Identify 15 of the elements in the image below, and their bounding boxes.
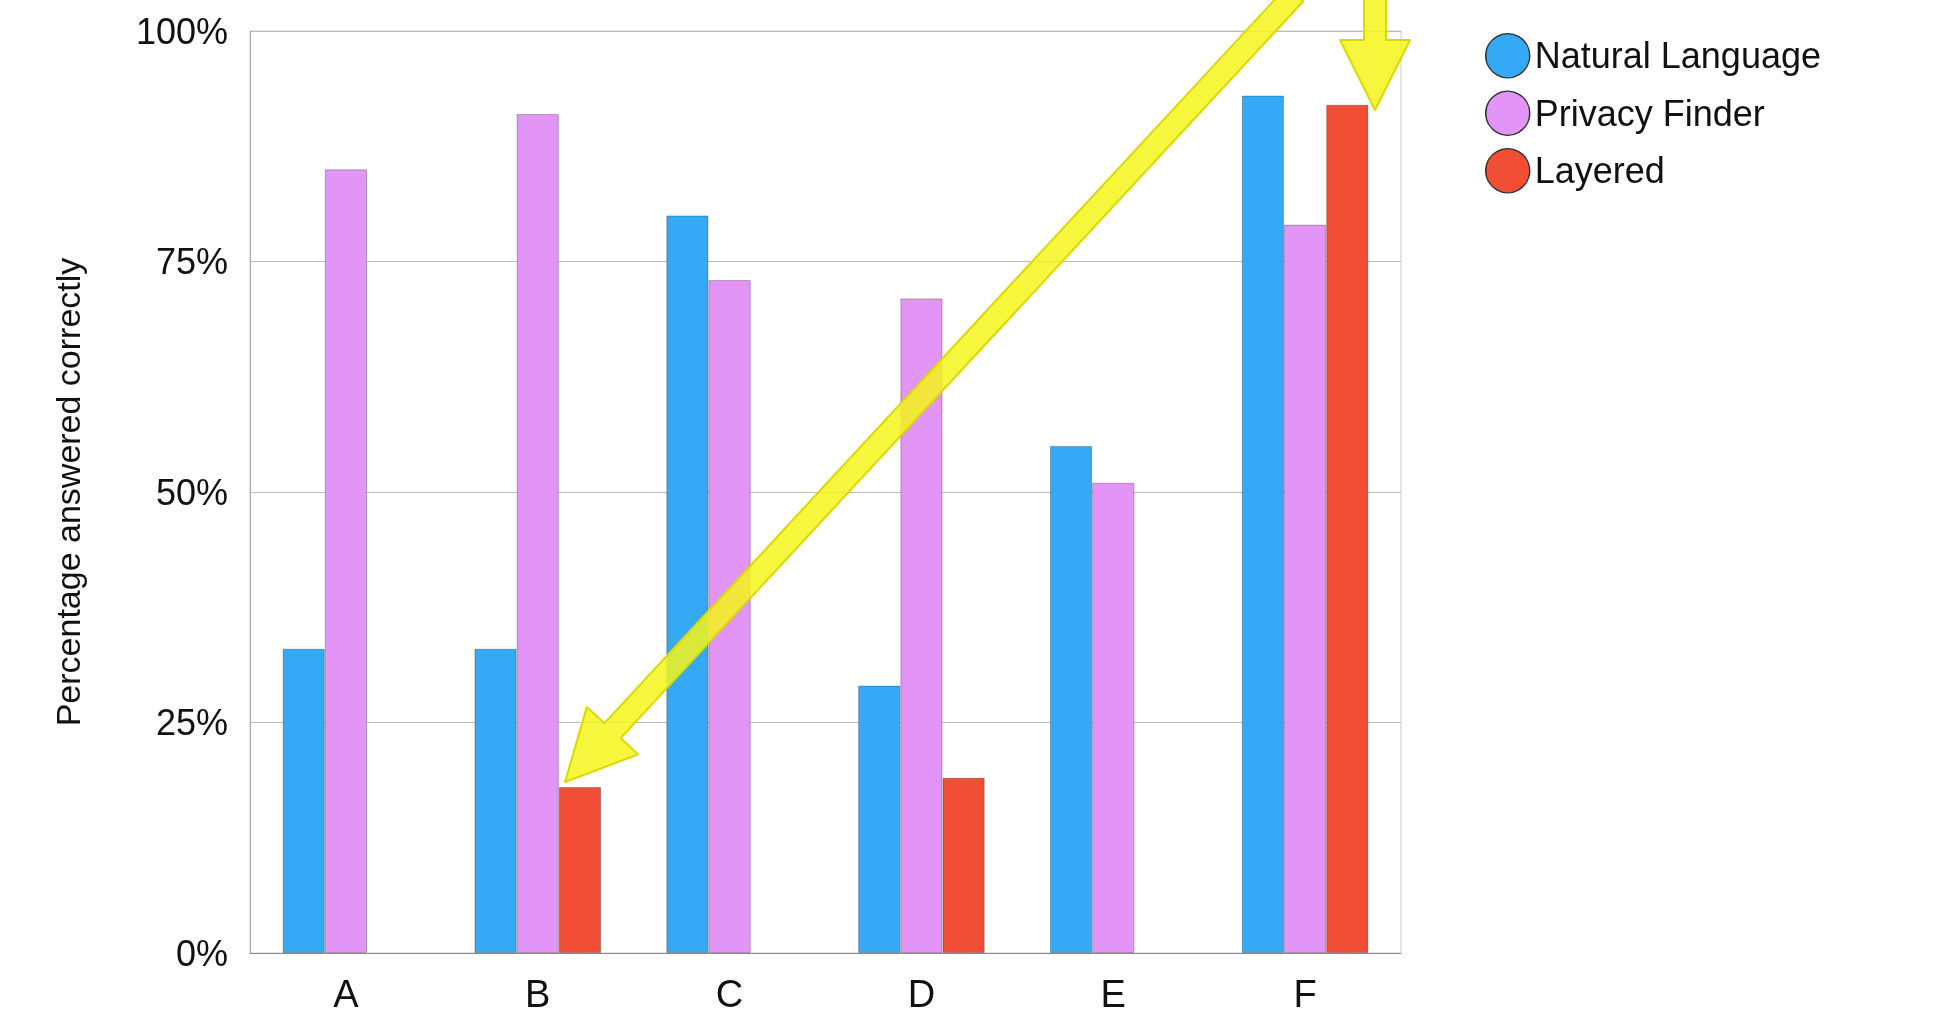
y-axis-title: Percentage answered correctly bbox=[49, 257, 87, 727]
x-tick-label: E bbox=[1100, 973, 1126, 1015]
y-tick-label: 25% bbox=[155, 702, 228, 743]
y-tick-label: 50% bbox=[155, 471, 228, 513]
y-tick-label: 100% bbox=[135, 10, 228, 52]
legend-label: Natural Language bbox=[1534, 35, 1821, 77]
x-tick-label: A bbox=[333, 973, 360, 1015]
y-tick-label: 75% bbox=[155, 241, 228, 282]
x-tick-label: B bbox=[525, 973, 551, 1015]
x-tick-label: F bbox=[1293, 973, 1317, 1015]
legend-label: Layered bbox=[1534, 150, 1665, 192]
x-tick-label: D bbox=[907, 973, 936, 1015]
legend-label: Privacy Finder bbox=[1534, 92, 1765, 134]
x-tick-label: C bbox=[715, 973, 744, 1015]
y-tick-label: 0% bbox=[175, 932, 228, 974]
